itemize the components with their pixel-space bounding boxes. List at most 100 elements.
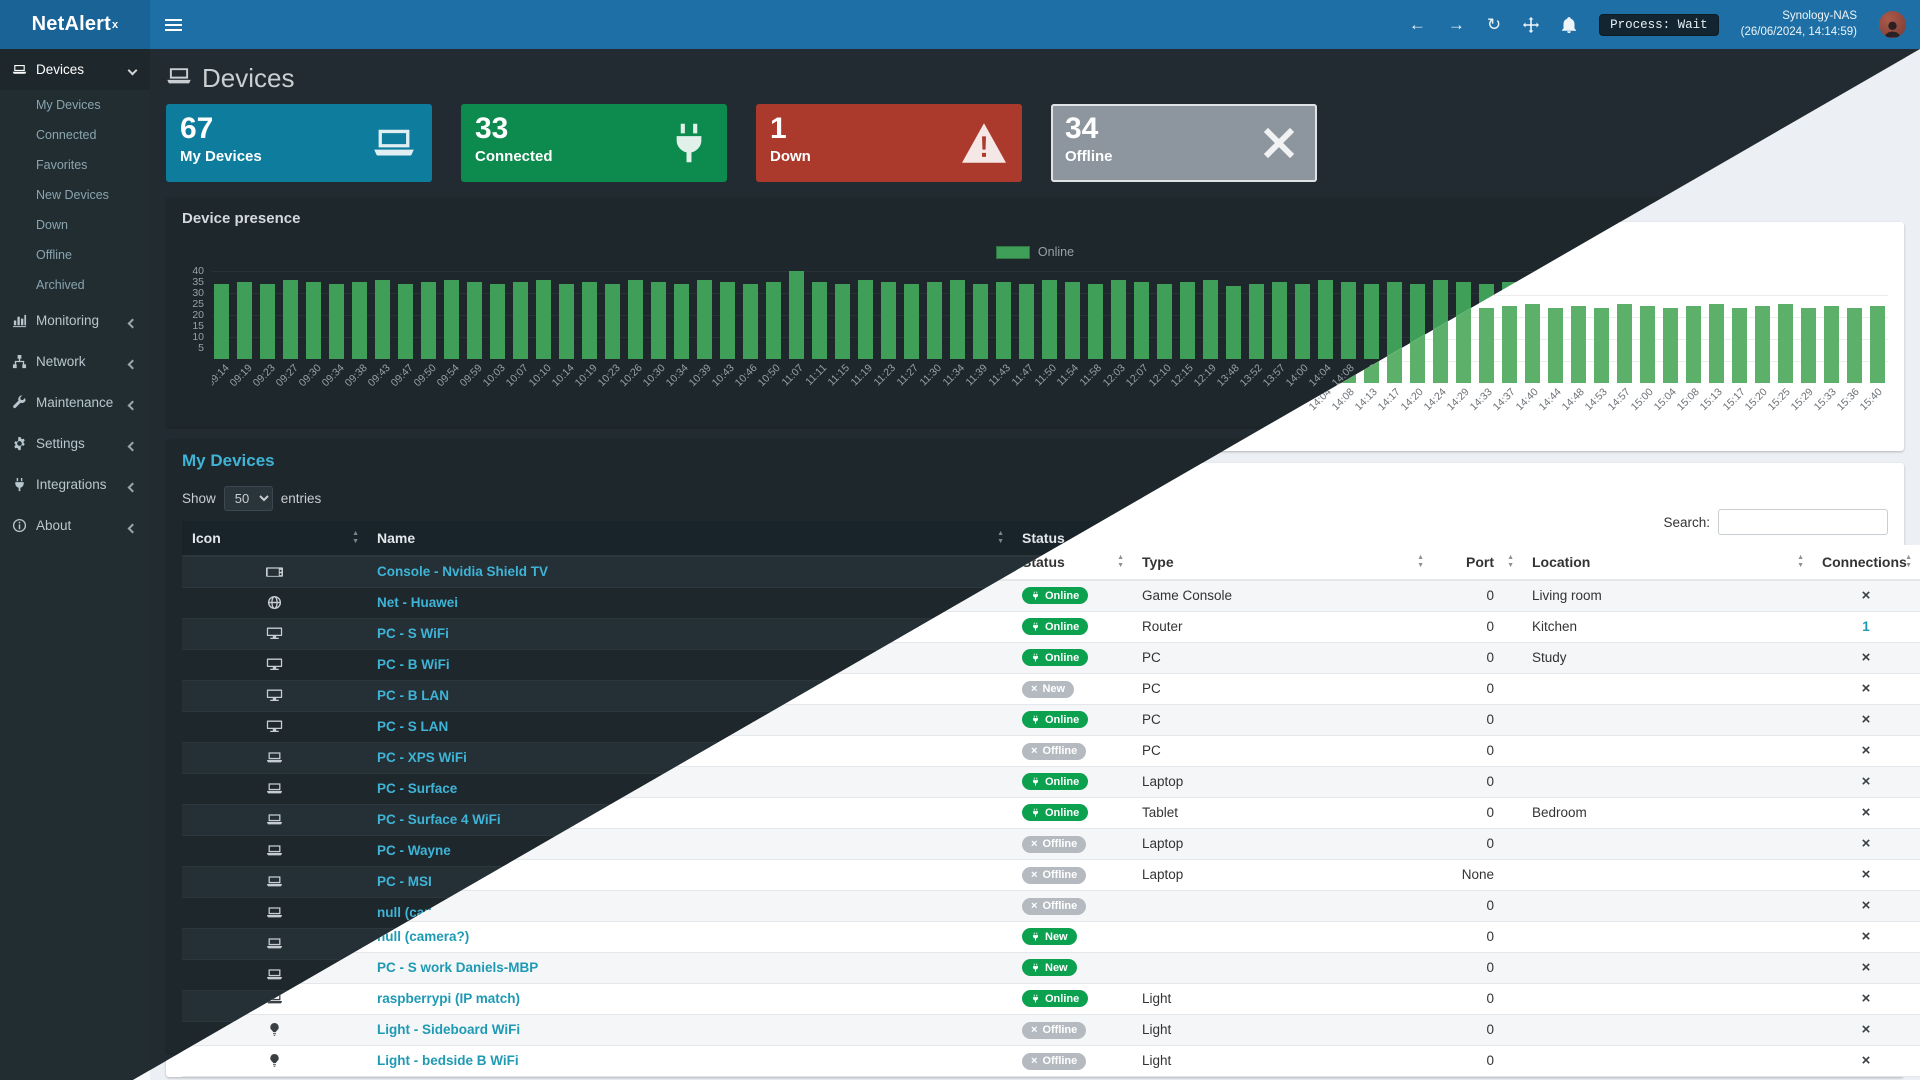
sidebar-item-label: Maintenance [36, 395, 114, 410]
device-type-cell: PC [1132, 642, 1432, 674]
device-link[interactable]: Net - Huawei [377, 595, 459, 610]
device-link[interactable]: Console - Nvidia Shield TV [377, 564, 549, 580]
clear-connections-icon[interactable]: × [1861, 866, 1871, 883]
sidebar-subitem-new-devices[interactable]: New Devices [36, 188, 109, 202]
page-length-select[interactable]: 50 [223, 485, 273, 511]
sort-icon[interactable]: ▲▼ [1117, 554, 1124, 569]
clear-connections-icon[interactable]: × [1861, 928, 1871, 945]
forward-arrow-icon[interactable]: → [1447, 15, 1465, 34]
sidebar-subitem-favorites[interactable]: Favorites [36, 158, 88, 172]
summary-box-down[interactable]: 1 Down [756, 104, 1022, 182]
clear-connections-icon[interactable]: × [1861, 1052, 1871, 1069]
y-tick-label: 5 [198, 342, 204, 354]
clear-connections-icon[interactable]: × [1861, 711, 1871, 728]
sort-icon[interactable]: ▲▼ [1507, 554, 1514, 569]
column-header-location[interactable]: Location ▲▼ [1522, 545, 1812, 581]
device-link[interactable]: PC - S WiFi [377, 626, 449, 641]
chart-bar [490, 284, 505, 359]
sidebar-subitem-connected[interactable]: Connected [36, 128, 97, 142]
status-badge: Online [1022, 618, 1089, 635]
x-icon: × [1031, 1023, 1038, 1036]
column-header-icon[interactable]: Icon ▲▼ [182, 521, 367, 557]
sidebar-subitem-my-devices[interactable]: My Devices [36, 98, 101, 112]
clear-connections-icon[interactable]: × [1861, 649, 1871, 666]
device-link[interactable]: Light - bedside B WiFi [377, 1053, 519, 1068]
device-link[interactable]: PC - Wayne [377, 843, 451, 858]
host-time: (26/06/2024, 14:14:59) [1740, 25, 1857, 38]
x-tick-label: 14:40 [1513, 386, 1541, 414]
sidebar-item-devices[interactable]: Devices [0, 49, 150, 90]
chart-bar [881, 282, 896, 359]
back-arrow-icon[interactable]: ← [1408, 15, 1426, 34]
chart-bar [1295, 284, 1310, 359]
connections-count-link[interactable]: 1 [1862, 619, 1870, 634]
sidebar-item-about[interactable]: About [0, 505, 150, 546]
sidebar-item-network[interactable]: Network [0, 341, 150, 382]
device-link[interactable]: raspberrypi (IP match) [377, 991, 521, 1006]
user-avatar[interactable] [1879, 11, 1906, 38]
sidebar-subitem-down[interactable]: Down [36, 218, 68, 232]
device-link[interactable]: PC - S work Daniels-MBP [377, 960, 539, 975]
sort-icon[interactable]: ▲▼ [352, 530, 359, 545]
status-badge-label: Online [1045, 620, 1080, 633]
refresh-icon[interactable]: ↻ [1486, 15, 1502, 34]
clear-connections-icon[interactable]: × [1861, 835, 1871, 852]
summary-box-connected[interactable]: 33 Connected [461, 104, 727, 182]
legend-swatch-online [995, 245, 1030, 259]
search-input[interactable] [1718, 509, 1888, 535]
sidebar-subitem-archived[interactable]: Archived [36, 278, 85, 292]
clear-connections-icon[interactable]: × [1861, 587, 1871, 605]
clear-connections-icon[interactable]: × [1861, 742, 1871, 759]
summary-box-offline[interactable]: 34 Offline [1051, 104, 1317, 182]
x-tick-label: 15:40 [1857, 386, 1886, 414]
sort-icon[interactable]: ▲▼ [1417, 554, 1424, 569]
x-tick-label: 10:46 [732, 362, 761, 390]
clear-connections-icon[interactable]: × [1861, 897, 1871, 914]
clear-connections-icon[interactable]: × [1861, 959, 1871, 976]
device-status-cell: Online [1012, 983, 1132, 1015]
chart-legend[interactable]: Online [182, 245, 1888, 259]
clear-connections-icon[interactable]: × [1861, 773, 1871, 790]
sidebar-item-integrations[interactable]: Integrations [0, 464, 150, 505]
clear-connections-icon[interactable]: × [1861, 804, 1871, 821]
process-status-badge[interactable]: Process: Wait [1599, 13, 1719, 36]
notifications-bell-icon[interactable] [1561, 16, 1577, 33]
sidebar-item-maintenance[interactable]: Maintenance [0, 382, 150, 423]
status-badge: Online [1022, 587, 1089, 605]
x-tick-label: 09:19 [227, 362, 255, 390]
column-header-name[interactable]: Name ▲▼ [367, 521, 1012, 557]
device-icon-cell [182, 587, 367, 619]
device-link[interactable]: Light - Sideboard WiFi [377, 1022, 521, 1037]
clear-connections-icon[interactable]: × [1861, 680, 1871, 697]
device-link[interactable]: PC - XPS WiFi [377, 750, 467, 765]
sort-icon[interactable]: ▲▼ [997, 530, 1004, 545]
plug-icon [1031, 715, 1040, 724]
clear-connections-icon[interactable]: × [1861, 1021, 1871, 1038]
status-badge: Online [1022, 990, 1089, 1007]
sidebar-toggle-button[interactable] [150, 0, 196, 49]
device-link[interactable]: PC - B WiFi [377, 657, 450, 672]
sidebar-item-settings[interactable]: Settings [0, 423, 150, 464]
x-tick-label: 11:47 [1009, 362, 1036, 389]
device-link[interactable]: PC - Surface [377, 781, 458, 796]
sidebar-subitem-wrap: Down [0, 210, 150, 240]
device-link[interactable]: null (camera?) [377, 929, 470, 944]
device-link[interactable]: PC - B LAN [377, 688, 449, 703]
sidebar-item-monitoring[interactable]: Monitoring [0, 300, 150, 341]
device-type-cell: PC [1132, 735, 1432, 767]
column-header-type[interactable]: Type ▲▼ [1132, 545, 1432, 581]
device-link[interactable]: PC - S LAN [377, 719, 449, 734]
plug-icon [1031, 808, 1040, 817]
sort-icon[interactable]: ▲▼ [1797, 554, 1804, 569]
device-link[interactable]: PC - MSI [377, 874, 432, 889]
move-icon[interactable] [1523, 16, 1540, 33]
sidebar-subitem-offline[interactable]: Offline [36, 248, 72, 262]
clear-connections-icon[interactable]: × [1861, 990, 1871, 1007]
column-header-connections[interactable]: Connections▲▼ [1812, 545, 1920, 581]
sidebar-submenu: My Devices Connected Favorites New Devices D… [0, 90, 150, 300]
device-link[interactable]: PC - Surface 4 WiFi [377, 812, 501, 827]
column-header-port[interactable]: Port ▲▼ [1432, 545, 1522, 581]
sort-icon[interactable]: ▲▼ [1905, 554, 1912, 569]
summary-box-my-devices[interactable]: 67 My Devices [166, 104, 432, 182]
